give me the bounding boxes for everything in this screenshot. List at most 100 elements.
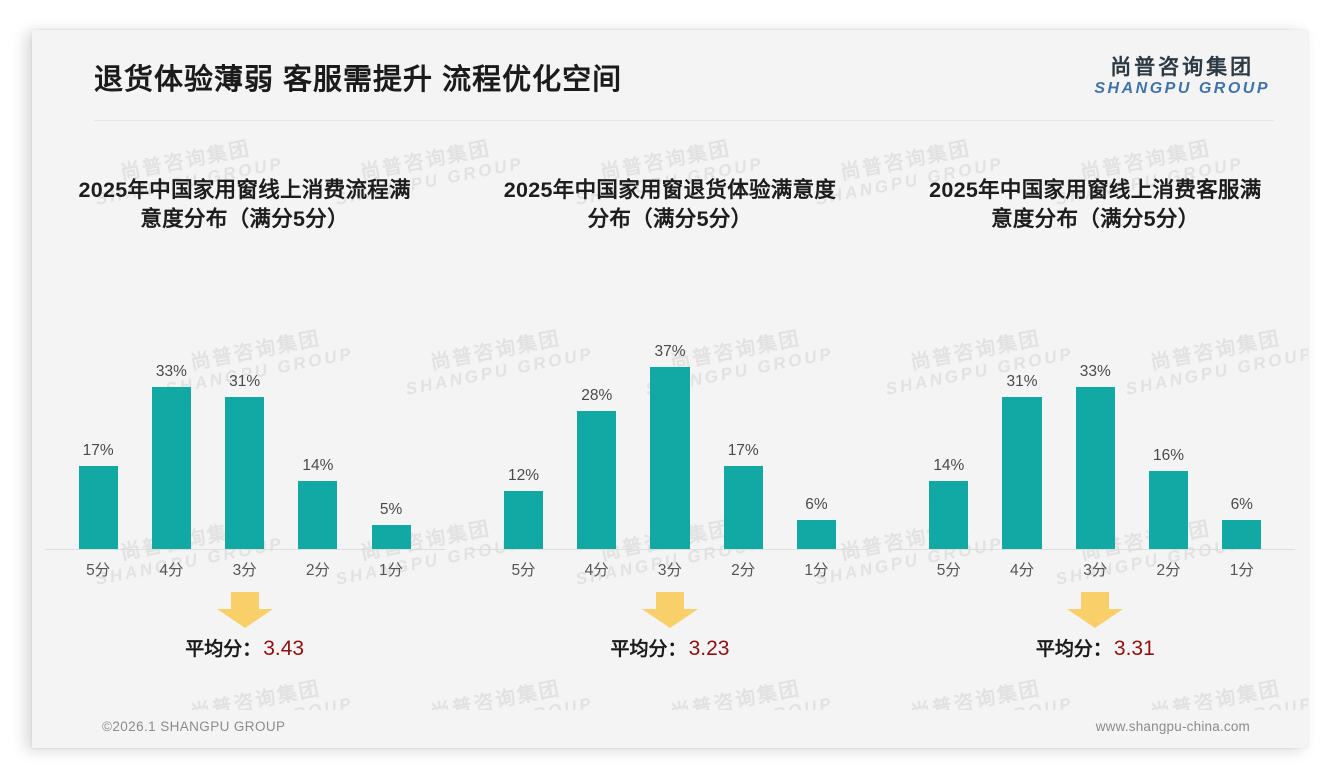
bar-slot: 17% — [66, 318, 130, 550]
bar-slot: 12% — [491, 318, 555, 550]
average-score-block: 平均分：3.23 — [457, 592, 882, 661]
bar-chart-plot: 14% 31% 33% 16% 6% — [895, 318, 1296, 550]
average-score-label: 平均分： — [1035, 639, 1112, 660]
page-title: 退货体验薄弱 客服需提升 流程优化空间 — [94, 64, 623, 96]
bar-slot: 33% — [1063, 318, 1127, 550]
x-axis-tick-label: 4分 — [584, 562, 609, 579]
average-score-value: 3.43 — [263, 637, 305, 660]
chart-title: 2025年中国家用窗线上消费客服满意度分布（满分5分） — [929, 178, 1262, 232]
average-score-value: 3.31 — [1113, 637, 1155, 660]
average-score-value: 3.23 — [688, 637, 730, 660]
x-axis-tick-label: 2分 — [1156, 562, 1181, 579]
bar-value-label: 6% — [1230, 496, 1253, 513]
bar-value-label: 12% — [507, 467, 540, 484]
chart-title: 2025年中国家用窗退货体验满意度分布（满分5分） — [503, 178, 837, 232]
down-arrow-icon — [216, 592, 273, 628]
website-link[interactable]: www.shangpu-china.com — [1095, 719, 1250, 734]
bar-slot: 31% — [212, 318, 276, 550]
bar-slot: 31% — [990, 318, 1054, 550]
bar-value-label: 17% — [82, 442, 114, 459]
bar-value-label: 6% — [805, 496, 828, 513]
x-axis-labels: 5分 4分 3分 2分 1分 — [917, 558, 1274, 580]
brand-name-cn: 尚普咨询集团 — [1110, 56, 1255, 79]
bar-value-label: 5% — [379, 501, 403, 518]
x-axis-tick-label: 3分 — [657, 562, 683, 579]
brand-logo: 尚普咨询集团 SHANGPU GROUP — [1094, 56, 1270, 98]
down-arrow-icon — [1067, 592, 1124, 628]
average-score-text: 平均分：3.43 — [185, 634, 304, 661]
bar[interactable] — [577, 411, 617, 550]
bar[interactable] — [723, 466, 763, 550]
bar-group: 14% 31% 33% 16% 6% — [917, 318, 1274, 550]
brand-name-en: SHANGPU GROUP — [1094, 80, 1270, 98]
bar[interactable] — [650, 367, 690, 550]
bar-slot: 6% — [1210, 318, 1274, 550]
bar-value-label: 33% — [155, 363, 187, 380]
bar-slot: 14% — [917, 318, 981, 550]
bar-value-label: 28% — [581, 387, 613, 404]
bar-value-label: 33% — [1079, 363, 1111, 380]
bar[interactable] — [151, 387, 192, 550]
average-score-label: 平均分： — [610, 639, 687, 660]
header-divider — [94, 120, 1274, 121]
x-axis-line — [895, 549, 1296, 550]
bar-slot: 14% — [286, 318, 350, 550]
x-axis-tick-label: 3分 — [1083, 562, 1108, 579]
chart-panel: 2025年中国家用窗退货体验满意度分布（满分5分） 12% 28% 37% 17% 6% 5… — [457, 140, 882, 685]
bar-value-label: 16% — [1153, 447, 1185, 464]
bar-chart-plot: 17% 33% 31% 14% 5% — [44, 318, 445, 550]
x-axis-tick-label: 2分 — [305, 562, 330, 579]
bar[interactable] — [298, 481, 338, 550]
x-axis-labels: 5分 4分 3分 2分 1分 — [491, 558, 848, 580]
bar[interactable] — [1222, 520, 1262, 550]
bar-slot: 5% — [359, 318, 423, 550]
x-axis-tick-label: 5分 — [511, 562, 536, 579]
copyright-text: ©2026.1 SHANGPU GROUP — [102, 719, 286, 734]
bar-value-label: 37% — [654, 343, 686, 360]
average-score-label: 平均分： — [185, 639, 262, 660]
bar[interactable] — [1148, 471, 1189, 550]
bar-value-label: 31% — [229, 373, 261, 390]
x-axis-tick-label: 5分 — [936, 562, 961, 579]
bar-group: 12% 28% 37% 17% 6% — [491, 318, 848, 550]
chart-title: 2025年中国家用窗线上消费流程满意度分布（满分5分） — [78, 178, 411, 232]
x-axis-tick-label: 5分 — [86, 562, 111, 579]
x-axis-tick-label: 1分 — [804, 562, 829, 579]
x-axis-labels: 5分 4分 3分 2分 1分 — [66, 558, 423, 580]
average-score-text: 平均分：3.31 — [1036, 634, 1155, 661]
bar-chart-plot: 12% 28% 37% 17% 6% — [469, 318, 871, 550]
chart-panel: 2025年中国家用窗线上消费流程满意度分布（满分5分） 17% 33% 31% 14% 5… — [32, 140, 457, 685]
bar-slot: 33% — [139, 318, 203, 550]
bar[interactable] — [796, 520, 837, 550]
bar-slot: 17% — [711, 318, 775, 550]
x-axis-tick-label: 1分 — [1229, 562, 1254, 579]
slide: 尚普咨询集团 SHANGPU GROUP 尚普咨询集团 SHANGPU GROUP 尚普… — [32, 30, 1308, 748]
x-axis-tick-label: 4分 — [1010, 562, 1035, 579]
average-score-block: 平均分：3.31 — [883, 592, 1308, 661]
average-score-block: 平均分：3.43 — [32, 592, 457, 661]
bar-value-label: 14% — [933, 457, 965, 474]
bar-value-label: 14% — [302, 457, 334, 474]
x-axis-line — [469, 549, 871, 550]
bar-value-label: 17% — [727, 442, 759, 459]
bar-slot: 6% — [784, 318, 848, 550]
slide-footer: ©2026.1 SHANGPU GROUP www.shangpu-china.… — [32, 710, 1308, 748]
bar-group: 17% 33% 31% 14% 5% — [66, 318, 423, 550]
x-axis-tick-label: 4分 — [159, 562, 184, 579]
bar[interactable] — [78, 466, 118, 550]
bar[interactable] — [225, 397, 265, 550]
average-score-text: 平均分：3.23 — [611, 634, 730, 661]
bar[interactable] — [1075, 387, 1115, 550]
bar[interactable] — [503, 491, 544, 550]
bar[interactable] — [929, 481, 969, 550]
x-axis-tick-label: 3分 — [232, 562, 257, 579]
bar-slot: 28% — [565, 318, 629, 550]
bar-slot: 16% — [1136, 318, 1200, 550]
bar[interactable] — [1002, 397, 1042, 550]
bar[interactable] — [371, 525, 411, 550]
x-axis-tick-label: 2分 — [731, 562, 756, 579]
bar-value-label: 31% — [1006, 373, 1038, 390]
slide-header: 退货体验薄弱 客服需提升 流程优化空间 尚普咨询集团 SHANGPU GROUP — [32, 30, 1308, 118]
bar-slot: 37% — [638, 318, 702, 550]
charts-row: 2025年中国家用窗线上消费流程满意度分布（满分5分） 17% 33% 31% 14% 5… — [32, 140, 1308, 685]
